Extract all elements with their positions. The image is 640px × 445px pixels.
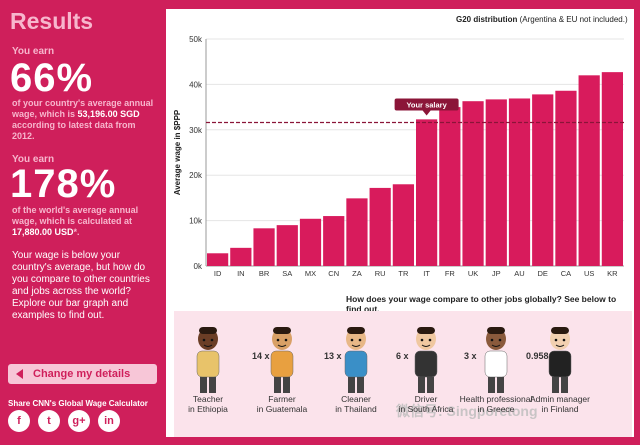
wage-multiplier: 14 x <box>252 351 270 361</box>
google-plus-icon[interactable]: g+ <box>68 410 90 432</box>
x-tick-label: IN <box>237 269 245 278</box>
world-percentage: 178% <box>10 162 117 206</box>
social-buttons: f t g+ in <box>8 410 120 432</box>
person-illustration-icon <box>196 327 220 393</box>
bar-it <box>416 119 438 266</box>
bar-fr <box>439 107 461 266</box>
linkedin-icon[interactable]: in <box>98 410 120 432</box>
jobs-comparison-strip: 微信号: Singporetong Teacher in Ethiopia 14 x… <box>174 311 632 437</box>
person-illustration-icon <box>270 327 294 393</box>
results-title: Results <box>10 8 94 34</box>
x-tick-label: IT <box>423 269 430 278</box>
results-sidebar: Results You earn 66% of your country's a… <box>0 0 166 445</box>
bar-au <box>508 98 531 266</box>
wage-bar-chart: 0k 10k 20k 30k 40k 50k Average wage in $PPP ID I… <box>173 35 624 278</box>
change-details-button[interactable]: Change my details <box>8 364 157 384</box>
results-panel: G20 distribution (Argentina & EU not inc… <box>166 9 634 437</box>
x-tick-label: UK <box>468 269 478 278</box>
x-tick-label: CA <box>561 269 571 278</box>
x-tick-label: RU <box>375 269 386 278</box>
wage-multiplier: 0.958 <box>526 351 549 361</box>
y-tick-label: 50k <box>189 35 203 44</box>
job-label: Health professional in Greece <box>459 394 533 414</box>
x-tick-label: ZA <box>352 269 362 278</box>
x-tick-label: BR <box>259 269 270 278</box>
bar-br <box>253 228 275 266</box>
bar-za <box>346 198 368 266</box>
bar-ca <box>555 90 577 266</box>
chart-title: G20 distribution <box>456 15 518 24</box>
job-label: Cleaner in Thailand <box>335 394 377 414</box>
bar-us <box>578 75 600 266</box>
y-tick-label: 30k <box>189 126 203 135</box>
y-axis-label: Average wage in $PPP <box>173 109 182 195</box>
change-details-label: Change my details <box>33 368 131 380</box>
x-tick-label: CN <box>328 269 339 278</box>
x-tick-label: US <box>584 269 594 278</box>
job-label: Admin manager in Finland <box>529 394 590 414</box>
salary-tooltip-pointer <box>422 110 431 116</box>
bar-mx <box>299 218 322 266</box>
y-tick-label: 10k <box>189 217 203 226</box>
wage-multiplier: 6 x <box>396 351 409 361</box>
summary-text: Your wage is below your country's averag… <box>12 250 150 321</box>
bar-id <box>207 253 229 266</box>
x-tick-label: ID <box>214 269 222 278</box>
jobs-question: How does your wage compare to other jobs… <box>346 294 617 314</box>
job-label: Teacher in Ethiopia <box>188 394 228 414</box>
you-earn-label: You earn <box>12 46 55 57</box>
salary-tooltip-label: Your salary <box>406 101 447 110</box>
bar-in <box>230 247 252 266</box>
you-earn-label: You earn <box>12 154 55 165</box>
wage-multiplier: 13 x <box>324 351 342 361</box>
job-label: Farmer in Guatemala <box>256 394 308 414</box>
salary-tooltip <box>394 98 459 111</box>
country-average-value: 53,196.00 SGD <box>77 109 140 119</box>
x-tick-label: AU <box>514 269 524 278</box>
x-tick-label: DE <box>538 269 548 278</box>
watermark-text: 微信号: Singporetong <box>396 403 538 419</box>
facebook-icon[interactable]: f <box>8 410 30 432</box>
bar-kr <box>601 72 623 266</box>
x-tick-label: JP <box>492 269 501 278</box>
share-label: Share CNN's Global Wage Calculator <box>8 399 148 408</box>
y-tick-label: 40k <box>189 80 203 89</box>
person-illustration-icon <box>548 327 572 393</box>
world-average-value: 17,880.00 USD <box>12 227 74 237</box>
wage-multiplier: 3 x <box>464 351 477 361</box>
x-tick-label: SA <box>282 269 292 278</box>
x-tick-label: FR <box>445 269 456 278</box>
person-illustration-icon <box>414 327 438 393</box>
x-tick-label: TR <box>398 269 409 278</box>
bar-ru <box>369 187 391 266</box>
x-tick-label: MX <box>305 269 316 278</box>
bar-tr <box>392 184 414 266</box>
twitter-icon[interactable]: t <box>38 410 60 432</box>
bar-uk <box>462 101 484 266</box>
bar-jp <box>485 99 507 266</box>
person-illustration-icon <box>344 327 368 393</box>
country-percentage: 66% <box>10 56 94 100</box>
country-description: of your country's average annual wage, w… <box>12 98 154 141</box>
y-tick-label: 20k <box>189 171 203 180</box>
world-description: of the world's average annual wage, whic… <box>12 205 139 237</box>
person-illustration-icon <box>484 327 508 393</box>
bar-sa <box>276 225 298 266</box>
chart-note: (Argentina & EU not included.) <box>519 15 628 24</box>
bar-cn <box>323 216 345 266</box>
x-tick-label: KR <box>607 269 618 278</box>
y-tick-label: 0k <box>194 262 203 271</box>
job-label: Driver in South Africa <box>398 394 454 414</box>
left-arrow-icon <box>16 369 23 379</box>
bar-de <box>532 94 554 266</box>
chart-caption: G20 distribution (Argentina & EU not inc… <box>456 15 628 24</box>
